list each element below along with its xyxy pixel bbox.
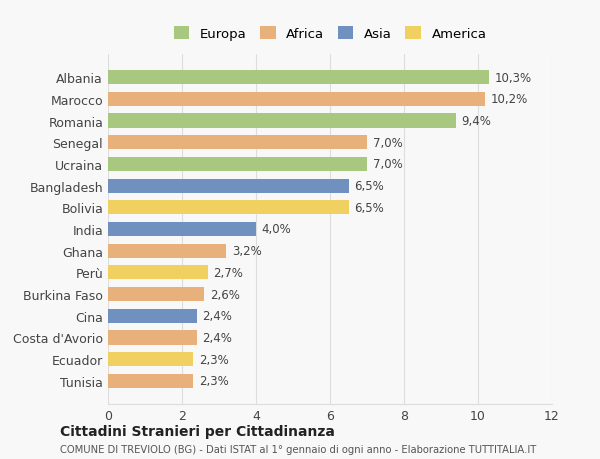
Text: 7,0%: 7,0%: [373, 158, 403, 171]
Text: Cittadini Stranieri per Cittadinanza: Cittadini Stranieri per Cittadinanza: [60, 425, 335, 438]
Bar: [108, 330, 197, 345]
Bar: [108, 244, 226, 258]
Bar: [108, 309, 197, 323]
Text: 2,3%: 2,3%: [199, 353, 229, 366]
Text: 2,6%: 2,6%: [210, 288, 239, 301]
Bar: [108, 201, 349, 215]
Text: 2,4%: 2,4%: [202, 331, 232, 344]
Bar: [108, 179, 349, 193]
Text: 6,5%: 6,5%: [354, 180, 384, 193]
Text: 2,3%: 2,3%: [199, 375, 229, 387]
Text: 6,5%: 6,5%: [354, 202, 384, 214]
Bar: [108, 114, 456, 129]
Text: 4,0%: 4,0%: [262, 223, 292, 236]
Text: 2,7%: 2,7%: [214, 266, 244, 279]
Bar: [108, 223, 256, 236]
Text: 2,4%: 2,4%: [202, 310, 232, 323]
Bar: [108, 287, 204, 302]
Legend: Europa, Africa, Asia, America: Europa, Africa, Asia, America: [173, 27, 487, 41]
Text: 9,4%: 9,4%: [461, 115, 491, 128]
Text: 7,0%: 7,0%: [373, 136, 403, 149]
Text: 3,2%: 3,2%: [232, 245, 262, 257]
Bar: [108, 374, 193, 388]
Bar: [108, 266, 208, 280]
Bar: [108, 71, 489, 85]
Bar: [108, 136, 367, 150]
Text: COMUNE DI TREVIOLO (BG) - Dati ISTAT al 1° gennaio di ogni anno - Elaborazione T: COMUNE DI TREVIOLO (BG) - Dati ISTAT al …: [60, 444, 536, 454]
Text: 10,3%: 10,3%: [494, 72, 532, 84]
Text: 10,2%: 10,2%: [491, 93, 528, 106]
Bar: [108, 157, 367, 172]
Bar: [108, 353, 193, 366]
Bar: [108, 93, 485, 106]
